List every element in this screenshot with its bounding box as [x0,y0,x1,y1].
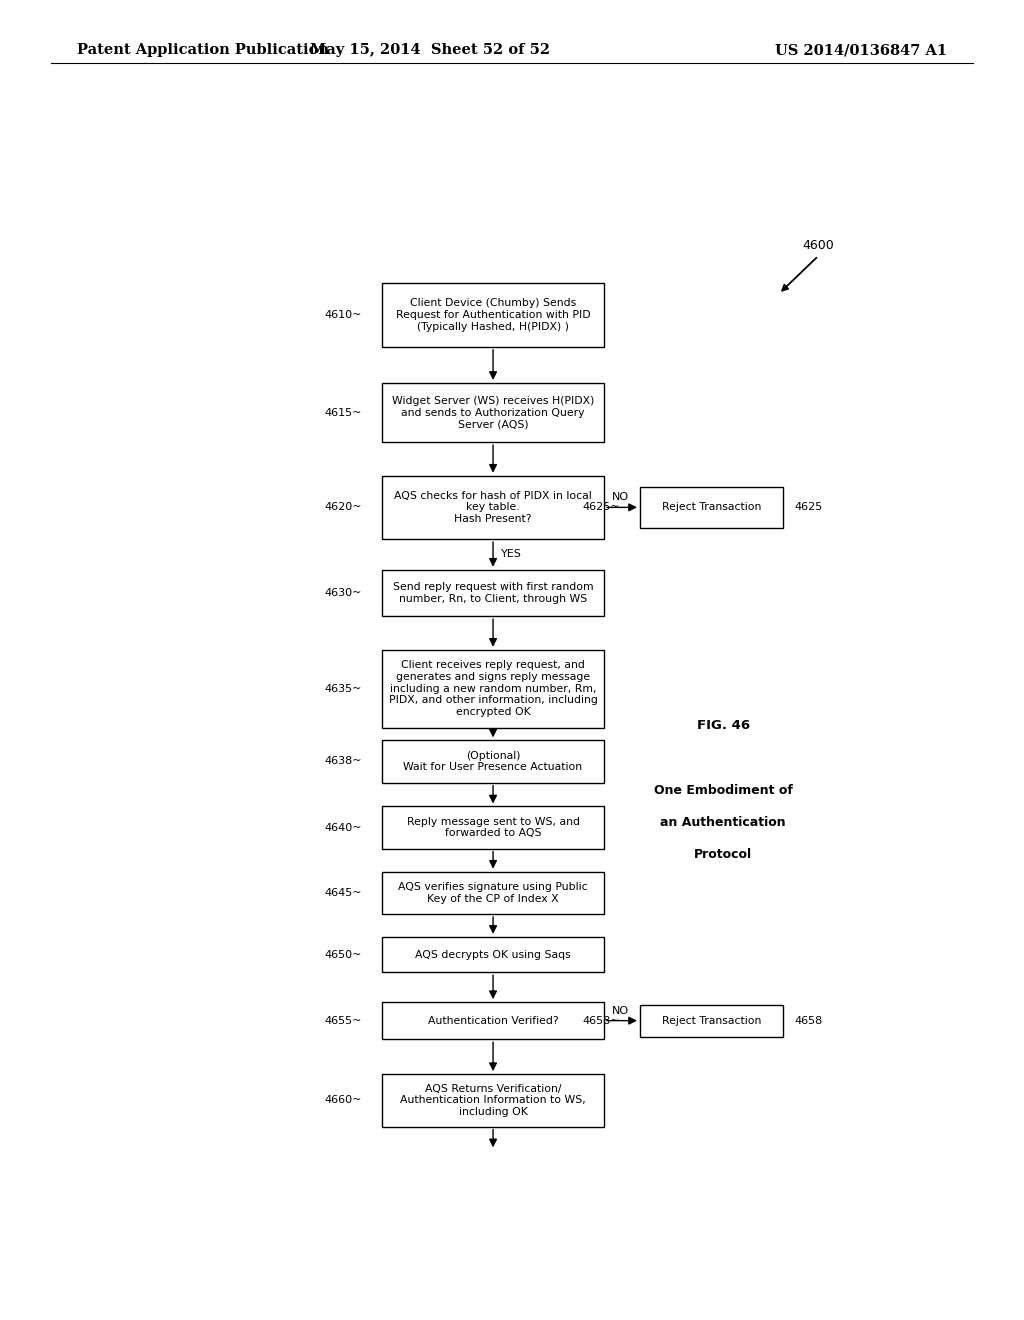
Text: Patent Application Publication: Patent Application Publication [77,44,329,57]
Text: 4640~: 4640~ [325,822,362,833]
FancyBboxPatch shape [382,1002,604,1039]
Text: NO: NO [612,1006,629,1015]
Text: 4625~: 4625~ [583,503,620,512]
Text: 4625: 4625 [795,503,823,512]
FancyBboxPatch shape [382,284,604,347]
Text: One Embodiment of: One Embodiment of [653,784,793,797]
FancyBboxPatch shape [640,487,782,528]
Text: Widget Server (WS) receives H(PIDX)
and sends to Authorization Query
Server (AQS: Widget Server (WS) receives H(PIDX) and … [392,396,594,429]
Text: YES: YES [501,549,522,560]
Text: FIG. 46: FIG. 46 [696,719,750,733]
Text: US 2014/0136847 A1: US 2014/0136847 A1 [775,44,947,57]
Text: AQS decrypts OK using Saqs: AQS decrypts OK using Saqs [415,949,571,960]
Text: 4658: 4658 [795,1015,823,1026]
Text: an Authentication: an Authentication [660,816,786,829]
Text: 4615~: 4615~ [325,408,362,417]
FancyBboxPatch shape [382,570,604,616]
Text: 4660~: 4660~ [325,1096,362,1105]
Text: (Optional)
Wait for User Presence Actuation: (Optional) Wait for User Presence Actuat… [403,751,583,772]
Text: AQS Returns Verification/
Authentication Information to WS,
including OK: AQS Returns Verification/ Authentication… [400,1084,586,1117]
Text: Client receives reply request, and
generates and signs reply message
including a: Client receives reply request, and gener… [389,660,597,717]
FancyBboxPatch shape [382,649,604,727]
Text: 4610~: 4610~ [325,310,362,319]
FancyBboxPatch shape [382,1074,604,1126]
Text: Reject Transaction: Reject Transaction [662,503,761,512]
Text: 4620~: 4620~ [325,503,362,512]
Text: AQS checks for hash of PIDX in local
key table.
Hash Present?: AQS checks for hash of PIDX in local key… [394,491,592,524]
Text: 4650~: 4650~ [325,949,362,960]
Text: Protocol: Protocol [694,849,753,861]
FancyBboxPatch shape [640,1005,782,1036]
Text: Reply message sent to WS, and
forwarded to AQS: Reply message sent to WS, and forwarded … [407,817,580,838]
Text: Authentication Verified?: Authentication Verified? [428,1015,558,1026]
FancyBboxPatch shape [382,807,604,849]
Text: May 15, 2014  Sheet 52 of 52: May 15, 2014 Sheet 52 of 52 [310,44,550,57]
Text: 4658~: 4658~ [583,1015,620,1026]
Text: 4638~: 4638~ [325,756,362,767]
FancyBboxPatch shape [382,871,604,913]
FancyBboxPatch shape [382,937,604,973]
Text: AQS verifies signature using Public
Key of the CP of Index X: AQS verifies signature using Public Key … [398,882,588,904]
Text: Send reply request with first random
number, Rn, to Client, through WS: Send reply request with first random num… [393,582,593,603]
Text: 4630~: 4630~ [325,587,362,598]
FancyBboxPatch shape [382,383,604,442]
FancyBboxPatch shape [382,475,604,539]
Text: 4645~: 4645~ [325,888,362,898]
Text: 4655~: 4655~ [325,1015,362,1026]
Text: Reject Transaction: Reject Transaction [662,1015,761,1026]
Text: 4635~: 4635~ [325,684,362,693]
Text: 4600: 4600 [803,239,835,252]
FancyBboxPatch shape [382,741,604,783]
Text: Client Device (Chumby) Sends
Request for Authentication with PID
(Typically Hash: Client Device (Chumby) Sends Request for… [395,298,591,331]
Text: NO: NO [612,492,629,503]
